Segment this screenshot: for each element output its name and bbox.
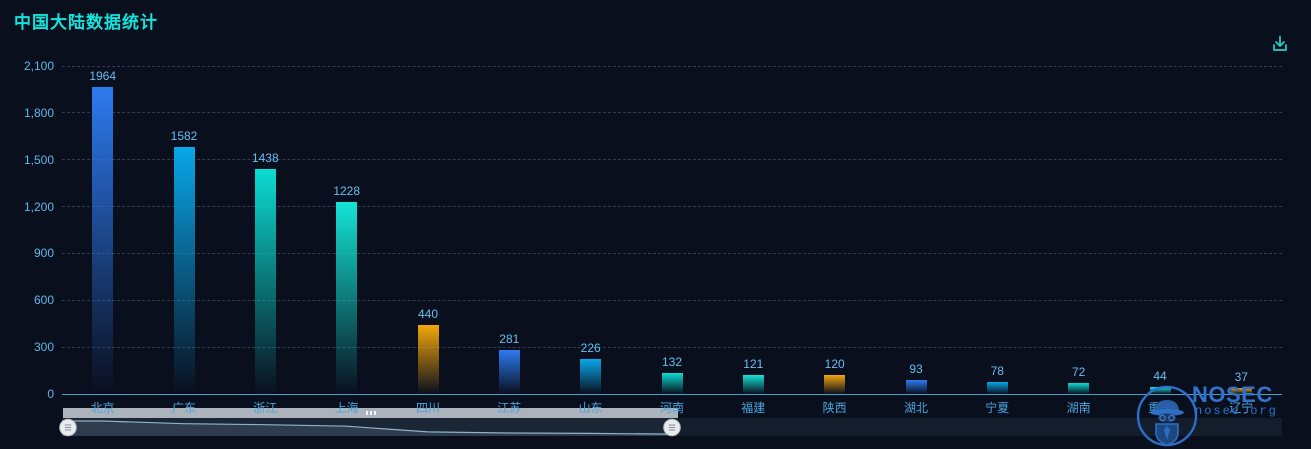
bar[interactable] — [905, 379, 927, 394]
bar-value-label: 281 — [499, 332, 520, 347]
bar-value-label: 72 — [1072, 364, 1086, 379]
x-axis-category-label: 浙江 — [253, 401, 278, 415]
grip-icon — [365, 411, 376, 415]
x-axis-category-label: 辽宁 — [1229, 401, 1254, 415]
x-axis-category-label: 宁夏 — [985, 401, 1010, 415]
x-axis-category-label: 湖南 — [1066, 401, 1091, 415]
bar[interactable] — [1068, 382, 1090, 394]
bar-value-label: 1228 — [333, 184, 361, 199]
y-axis-tick-label: 600 — [33, 293, 54, 308]
y-axis-tick-label: 2,100 — [23, 59, 54, 73]
y-gridline — [62, 159, 1282, 161]
bar[interactable] — [417, 325, 439, 394]
y-gridline — [62, 299, 1282, 301]
x-axis-category-label: 陕西 — [822, 401, 847, 415]
x-axis-category-label: 四川 — [415, 401, 441, 415]
x-axis-category-label: 福建 — [741, 401, 766, 415]
datazoom-data-shadow — [62, 420, 672, 436]
bar-value-label: 226 — [580, 340, 601, 355]
y-axis-tick-label: 300 — [33, 340, 54, 355]
x-axis-category-label: 上海 — [334, 401, 359, 415]
y-axis-tick-label: 1,500 — [23, 152, 54, 167]
watermark-brand-text: NOSEC — [1192, 382, 1273, 407]
y-axis-tick-label: 900 — [33, 246, 54, 261]
x-axis-category-label: 北京 — [90, 401, 115, 415]
slider-handle-icon — [59, 418, 77, 437]
bar[interactable] — [986, 381, 1008, 394]
bar-value-label: 44 — [1153, 369, 1167, 384]
y-axis-tick-label: 1,200 — [23, 199, 54, 214]
datazoom-right-handle[interactable] — [662, 418, 682, 438]
download-icon — [1273, 35, 1287, 51]
x-axis-category-label: 湖北 — [903, 401, 929, 415]
save-as-image-button[interactable] — [1269, 33, 1291, 55]
x-axis-category-label: 山东 — [578, 401, 603, 415]
bar[interactable] — [173, 146, 195, 394]
bar-value-label: 121 — [743, 357, 764, 372]
x-axis-line — [62, 393, 1282, 395]
bar[interactable] — [661, 373, 683, 394]
bar[interactable] — [498, 350, 520, 394]
y-axis-tick-label: 0 — [47, 387, 54, 401]
bar[interactable] — [1149, 387, 1171, 394]
x-axis-category-label: 江苏 — [497, 401, 522, 415]
bar-value-label: 132 — [661, 355, 683, 370]
bar-value-label: 93 — [909, 361, 923, 376]
bar-value-label: 1582 — [170, 128, 198, 143]
slider-handle-icon — [663, 418, 681, 437]
bar[interactable] — [336, 202, 358, 394]
datazoom-selected-range[interactable] — [62, 418, 672, 436]
bar-value-label: 37 — [1234, 370, 1248, 385]
bar[interactable] — [742, 375, 764, 394]
bar[interactable] — [1230, 388, 1252, 394]
watermark-domain-text: nosec.org — [1195, 404, 1278, 418]
bar[interactable] — [580, 358, 602, 394]
y-gridline — [62, 112, 1282, 114]
y-gridline — [62, 346, 1282, 348]
y-gridline — [62, 252, 1282, 254]
bar-value-label: 440 — [417, 307, 439, 322]
bar[interactable] — [92, 87, 114, 394]
chart-title: 中国大陆数据统计 — [14, 13, 158, 32]
bar-value-label: 78 — [990, 363, 1004, 378]
bar-value-label: 120 — [824, 357, 845, 372]
y-gridline — [62, 65, 1282, 67]
datazoom-move-handle[interactable] — [63, 408, 678, 418]
nosec-logo-icon — [1136, 385, 1198, 447]
bar[interactable] — [824, 375, 846, 394]
bar[interactable] — [254, 169, 276, 394]
bar-value-label: 1964 — [89, 69, 117, 84]
y-gridline — [62, 206, 1282, 208]
x-axis-category-label: 广东 — [171, 401, 197, 415]
y-axis-tick-label: 1,800 — [23, 105, 54, 120]
datazoom-left-handle[interactable] — [58, 418, 78, 438]
x-axis-category-label: 河南 — [659, 401, 685, 415]
bar-value-label: 1438 — [251, 151, 279, 166]
